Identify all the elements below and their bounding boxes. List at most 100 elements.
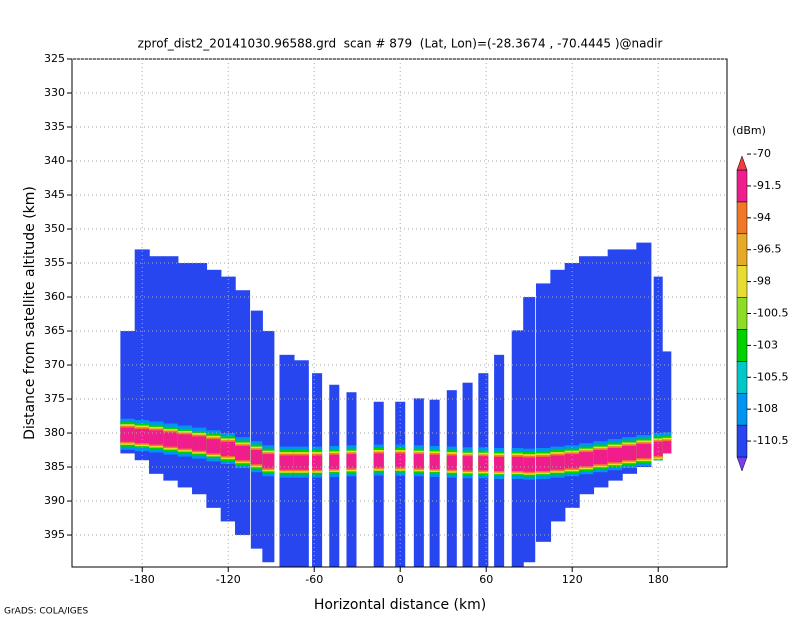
band-layer xyxy=(235,445,251,461)
bright-band xyxy=(511,447,524,480)
bright-band xyxy=(662,432,672,454)
bright-band xyxy=(293,446,309,478)
axes: -180 -120 -60 0 60 120 180 325 330 335 340 345 350 35… xyxy=(44,52,728,586)
swath-column xyxy=(636,242,652,468)
band-layer xyxy=(346,454,357,469)
bright-band xyxy=(536,447,552,480)
bright-band xyxy=(395,444,406,476)
band-layer xyxy=(220,441,236,457)
y-tick-label: 345 xyxy=(44,188,65,201)
colorbar-tick-label: -108 xyxy=(753,402,778,415)
bright-band xyxy=(636,435,652,467)
swath-column xyxy=(346,392,357,567)
y-tick-label: 385 xyxy=(44,460,65,473)
swath-column xyxy=(429,399,440,567)
bright-band xyxy=(250,441,263,473)
swath-column xyxy=(653,276,663,461)
colorbar-tick-label: -96.5 xyxy=(753,243,781,256)
swath-column xyxy=(607,249,623,481)
y-tick-label: 350 xyxy=(44,222,65,235)
swath-column xyxy=(250,310,263,549)
bright-band xyxy=(312,446,323,478)
y-tick-label: 395 xyxy=(44,528,65,541)
band-layer xyxy=(395,453,406,468)
band-layer xyxy=(134,428,150,444)
colorbar-box xyxy=(736,424,748,458)
bright-band xyxy=(120,418,136,450)
bright-band xyxy=(235,437,251,469)
x-tick-label: -120 xyxy=(216,573,241,586)
colorbar-triangle xyxy=(736,456,748,472)
colorbar-box xyxy=(736,233,748,266)
band-layer xyxy=(636,443,652,459)
y-tick-label: 360 xyxy=(44,290,65,303)
swath-column xyxy=(192,263,208,495)
band-layer xyxy=(293,455,309,470)
bright-band xyxy=(163,423,179,455)
band-layer xyxy=(429,454,440,470)
swath-column xyxy=(622,249,638,474)
y-tick-label: 390 xyxy=(44,494,65,507)
x-axis-label: Horizontal distance (km) xyxy=(314,597,486,613)
band-layer xyxy=(120,427,136,442)
swath-column xyxy=(235,290,251,536)
bright-band xyxy=(149,421,165,453)
band-layer xyxy=(446,455,457,470)
swath-column xyxy=(593,256,609,488)
y-axis-label: Distance from satellite altitude (km) xyxy=(22,186,38,440)
band-layer xyxy=(177,434,193,449)
band-layer xyxy=(373,453,384,468)
x-tick-label: -60 xyxy=(305,573,323,586)
bright-band xyxy=(579,443,595,475)
colorbar-triangle xyxy=(736,155,748,171)
y-tick-label: 365 xyxy=(44,324,65,337)
bright-band xyxy=(462,447,473,479)
footnote: GrADS: COLA/IGES xyxy=(4,607,88,617)
band-layer xyxy=(262,454,275,469)
field xyxy=(120,242,672,567)
band-layer xyxy=(329,454,340,470)
swath-column xyxy=(536,283,552,542)
colorbar-tick-label: -105.5 xyxy=(753,370,788,383)
bright-band xyxy=(550,446,566,478)
colorbar-tick-label: -100.5 xyxy=(753,307,788,320)
swath-column xyxy=(662,351,672,454)
band-layer xyxy=(413,454,424,469)
colorbar-box xyxy=(736,169,748,203)
band-layer xyxy=(622,445,638,461)
swath-column xyxy=(523,297,536,563)
swath-column xyxy=(413,398,424,567)
chart-title: zprof_dist2_20141030.96588.grd scan # 87… xyxy=(138,37,663,51)
band-layer xyxy=(653,441,663,457)
swath-column xyxy=(550,269,566,522)
band-layer xyxy=(462,456,473,471)
colorbar-tick-label: -110.5 xyxy=(753,434,788,447)
band-layer xyxy=(593,450,609,465)
bright-band xyxy=(494,447,505,480)
colorbar-tick-label: -98 xyxy=(753,275,771,288)
bright-band xyxy=(593,441,609,473)
bright-band xyxy=(206,430,222,462)
band-layer xyxy=(494,456,505,472)
band-layer xyxy=(312,455,323,470)
bright-band xyxy=(413,445,424,477)
bright-band xyxy=(622,437,638,469)
colorbar-label: (dBm) xyxy=(732,124,766,137)
band-layer xyxy=(163,432,179,447)
bright-band xyxy=(329,445,340,477)
bright-band xyxy=(523,448,536,480)
y-tick-label: 355 xyxy=(44,256,65,269)
y-tick-label: 370 xyxy=(44,358,65,371)
band-layer xyxy=(607,447,623,463)
bright-band xyxy=(429,445,440,477)
band-layer xyxy=(478,456,489,471)
colorbar-box xyxy=(736,329,748,362)
y-tick-label: 325 xyxy=(44,52,65,65)
swath-column xyxy=(134,249,150,461)
swath-column xyxy=(206,269,222,508)
bright-band xyxy=(192,427,208,459)
x-tick-label: 0 xyxy=(397,573,404,586)
bright-band xyxy=(607,439,623,471)
colorbar-tick-label: -103 xyxy=(753,338,778,351)
